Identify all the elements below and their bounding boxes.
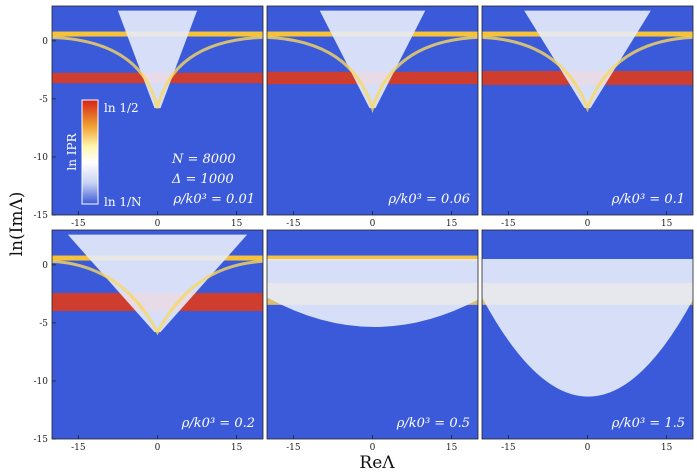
panel-6: -15 0 15 ρ/k0³ = 1.5 — [481, 229, 694, 453]
panel-label: ρ/k0³ = 0.01 — [173, 192, 256, 207]
y-tick-label: -10 — [34, 377, 49, 387]
x-tick-label: -15 — [71, 443, 86, 453]
y-tick-label: 0 — [42, 261, 48, 271]
x-tick-label: 0 — [155, 443, 161, 453]
x-tick-label: 0 — [370, 443, 376, 453]
y-axis-label: ln(ImΛ) — [7, 192, 27, 257]
v-edge — [51, 259, 264, 336]
extended-region — [482, 259, 693, 397]
panel-4: -15 0 15 0 -5 -10 -15 ρ/k0³ = 0.2 — [34, 229, 264, 453]
panel-label: ρ/k0³ = 1.5 — [611, 416, 685, 431]
extended-region — [67, 234, 248, 333]
panel-label: ρ/k0³ = 0.5 — [396, 416, 470, 431]
annotation-delta: Δ = 1000 — [171, 172, 234, 187]
colorbar-top-label: ln 1/2 — [104, 101, 139, 115]
v-edge — [481, 35, 694, 113]
x-tick-label: 15 — [661, 443, 673, 453]
x-tick-label: 0 — [370, 219, 376, 229]
x-tick-label: 15 — [446, 219, 458, 229]
extended-region — [267, 259, 478, 327]
annotation-n: N = 8000 — [171, 152, 236, 167]
x-tick-label: 0 — [585, 219, 591, 229]
y-tick-label: -5 — [39, 95, 48, 105]
v-edge — [51, 35, 264, 109]
panel-1: -15 0 15 0 -5 -10 -15 ρ/k0³ = 0.01 — [34, 5, 264, 229]
panel-3: -15 0 15 ρ/k0³ = 0.1 — [481, 5, 694, 229]
y-tick-label: -15 — [34, 211, 49, 221]
colorbar: ln IPR ln 1/2 ln 1/N — [65, 99, 142, 209]
panel-label: ρ/k0³ = 0.1 — [611, 192, 685, 207]
x-tick-label: -15 — [501, 443, 516, 453]
y-tick-label: -10 — [34, 153, 49, 163]
colorbar-label: ln IPR — [65, 132, 79, 170]
x-tick-label: 15 — [231, 443, 243, 453]
colorbar-bottom-label: ln 1/N — [104, 195, 142, 209]
x-tick-label: 15 — [446, 443, 458, 453]
colorbar-gradient — [81, 99, 99, 205]
x-tick-label: 15 — [231, 219, 243, 229]
x-tick-label: -15 — [501, 219, 516, 229]
upper-strip — [267, 255, 478, 261]
extended-region — [524, 10, 651, 109]
y-tick-label: -5 — [39, 319, 48, 329]
panel-2: -15 0 15 ρ/k0³ = 0.06 — [266, 5, 479, 229]
y-tick-label: 0 — [42, 37, 48, 47]
x-tick-label: -15 — [286, 443, 301, 453]
x-tick-label: 15 — [661, 219, 673, 229]
x-axis-label: ReΛ — [359, 453, 395, 473]
x-tick-label: -15 — [71, 219, 86, 229]
x-tick-label: -15 — [286, 219, 301, 229]
x-tick-label: 0 — [155, 219, 161, 229]
v-edge — [266, 35, 479, 114]
y-tick-label: -15 — [34, 435, 49, 445]
panel-label: ρ/k0³ = 0.06 — [388, 192, 471, 207]
x-tick-label: 0 — [585, 443, 591, 453]
panel-5: -15 0 15 ρ/k0³ = 0.5 — [266, 229, 479, 453]
panel-label: ρ/k0³ = 0.2 — [181, 416, 255, 431]
extended-region — [319, 10, 426, 109]
extended-region — [117, 10, 198, 109]
